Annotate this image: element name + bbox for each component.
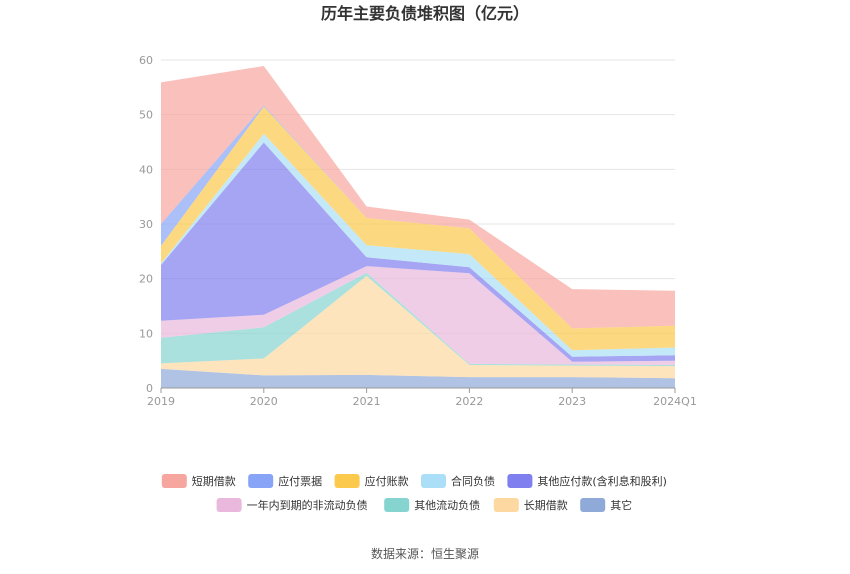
y-tick-label: 40 [139,163,153,176]
legend-label: 其他流动负债 [414,498,480,512]
y-tick-label: 60 [139,54,153,67]
legend-swatch [384,498,410,512]
legend-item[interactable]: 一年内到期的非流动负债 [216,498,368,512]
y-tick-label: 30 [139,218,153,231]
legend-item[interactable]: 其他流动负债 [384,498,480,512]
legend-swatch [421,474,446,488]
legend-swatch [161,474,187,488]
area-series-其他流动负债[interactable] [161,272,675,367]
legend-item[interactable]: 应付账款 [334,474,409,488]
x-tick-label: 2019 [147,395,175,408]
area-layer [161,66,675,388]
data-source: 数据来源：恒生聚源 [371,546,479,561]
legend-swatch [248,474,274,488]
legend-item[interactable]: 合同负债 [421,474,495,488]
x-tick-label: 2023 [558,395,586,408]
legend-swatch [216,498,242,512]
x-tick-label: 2020 [250,395,278,408]
area-series-短期借款[interactable] [161,66,675,329]
legend-item[interactable]: 其他应付款(含利息和股利) [507,474,667,488]
legend-swatch [334,474,360,488]
axis-layer: 0 10 20 30 40 50 60 2019 2020 2021 2022 2023 2024Q1 [139,54,697,408]
legend-item[interactable]: 长期借款 [493,498,568,512]
legend-label: 应付账款 [365,474,409,488]
legend-label: 长期借款 [524,498,568,512]
legend-item[interactable]: 短期借款 [161,474,236,488]
legend-label: 其它 [610,498,632,512]
legend-label: 合同负债 [451,474,495,488]
y-tick-label: 20 [139,273,153,286]
area-series-其它[interactable] [161,368,675,388]
legend-swatch [493,498,519,512]
area-series-应付账款[interactable] [161,106,675,351]
x-tick-label: 2022 [455,395,483,408]
legend-swatch [507,474,533,488]
x-tick-label: 2024Q1 [653,395,697,408]
chart-title: 历年主要负债堆积图（亿元） [321,4,529,23]
area-series-其他应付款(含利息和股利)[interactable] [161,142,675,362]
y-tick-label: 50 [139,109,153,122]
legend: 短期借款 应付票据 应付账款 合同负债 其他应付款(含利息和股利) 一年内到期的非流动负债… [161,474,667,512]
y-tick-label: 0 [146,382,153,395]
legend-item[interactable]: 应付票据 [248,474,322,488]
y-tick-label: 10 [139,327,153,340]
legend-swatch [580,498,606,512]
x-tick-label: 2021 [353,395,381,408]
area-series-一年内到期的非流动负债[interactable] [161,266,675,365]
legend-item[interactable]: 其它 [580,498,632,512]
legend-label: 其他应付款(含利息和股利) [537,474,667,488]
legend-label: 应付票据 [278,474,322,488]
legend-label: 短期借款 [192,474,236,488]
legend-label: 一年内到期的非流动负债 [247,498,368,512]
area-series-长期借款[interactable] [161,275,675,379]
